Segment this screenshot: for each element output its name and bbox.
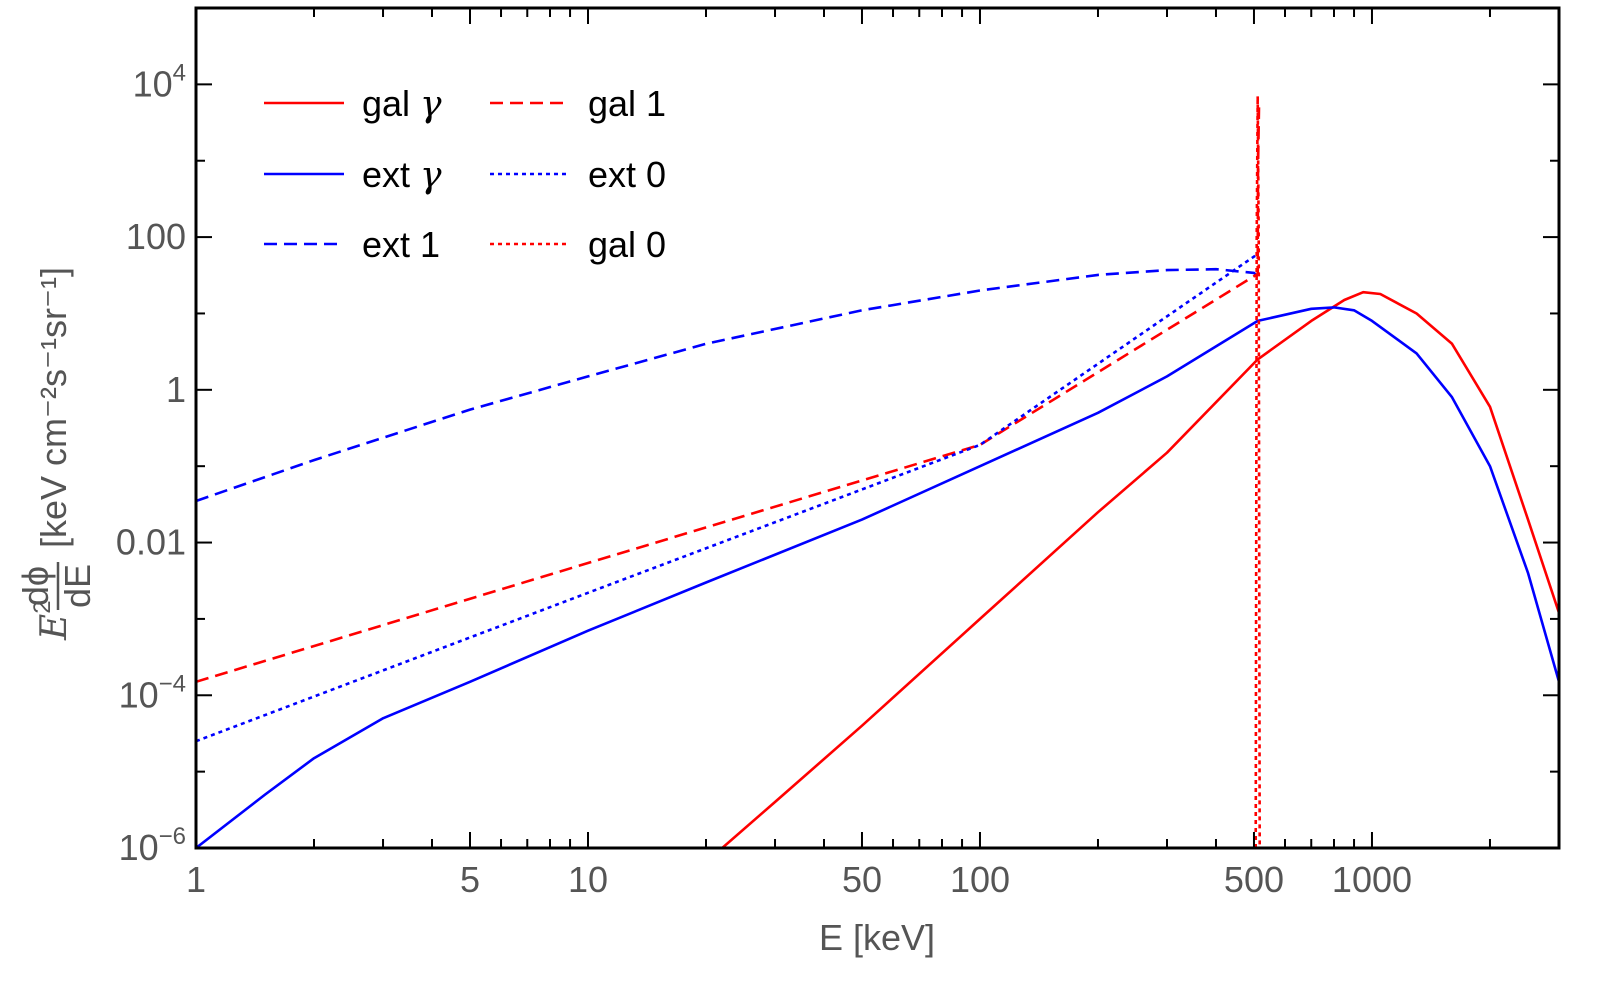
legend-label: gal 0 xyxy=(588,224,666,265)
x-tick-label: 10 xyxy=(568,859,608,900)
legend-label: gal 1 xyxy=(588,83,666,124)
legend-label: ext 0 xyxy=(588,154,666,195)
legend-entry-ext-gamma: ext γ xyxy=(264,154,442,196)
series-line-gal-gamma xyxy=(721,290,1559,848)
y-tick-labels: 10−6 10−4 0.01 1 100 104 xyxy=(116,59,186,868)
y-axis-title-prefix: E2 xyxy=(29,600,75,641)
y-axis-title: E2 dϕ dE [keV cm⁻²s⁻¹sr⁻¹] xyxy=(15,267,98,641)
x-tick-label: 1000 xyxy=(1332,859,1412,900)
x-major-ticks xyxy=(195,8,1373,848)
y-major-ticks xyxy=(196,83,1559,849)
x-tick-label: 1 xyxy=(186,859,206,900)
legend: gal γ gal 1 ext γ ext 0 ext 1 gal 0 xyxy=(264,83,666,265)
legend-entry-gal-1: gal 1 xyxy=(490,83,666,124)
y-axis-title-denominator: dE xyxy=(57,564,98,608)
series-line-gal-1 xyxy=(196,107,1261,684)
x-minor-ticks xyxy=(313,8,1560,848)
legend-entry-gal-0: gal 0 xyxy=(490,224,666,265)
x-tick-label: 50 xyxy=(842,859,882,900)
legend-label: ext 1 xyxy=(362,224,440,265)
series-line-ext-gamma xyxy=(196,306,1559,848)
legend-label: ext γ xyxy=(362,154,442,196)
x-tick-labels: 1 5 10 50 100 500 1000 xyxy=(186,859,1412,900)
series-line-gal-0 xyxy=(1254,94,1261,848)
plot-frame xyxy=(194,6,1561,850)
series-line-ext-1 xyxy=(196,267,1259,503)
legend-entry-ext-0: ext 0 xyxy=(490,154,666,195)
x-tick-label: 100 xyxy=(950,859,1010,900)
legend-label: gal γ xyxy=(362,83,442,125)
y-axis-title-numerator: dϕ xyxy=(15,566,56,606)
y-tick-label: 1 xyxy=(166,369,186,410)
data-curves xyxy=(196,94,1559,848)
legend-entry-ext-1: ext 1 xyxy=(264,224,440,265)
x-axis-title: E [keV] xyxy=(819,917,935,958)
y-tick-label: 10−4 xyxy=(119,670,186,715)
y-tick-label: 104 xyxy=(133,59,186,104)
y-tick-label: 0.01 xyxy=(116,522,186,563)
x-tick-label: 500 xyxy=(1224,859,1284,900)
y-minor-ticks xyxy=(196,159,1559,773)
x-tick-label: 5 xyxy=(460,859,480,900)
legend-entry-gal-gamma: gal γ xyxy=(264,83,442,125)
y-axis-title-E: E xyxy=(34,614,75,641)
y-axis-title-sup: 2 xyxy=(29,600,56,613)
series-line-ext-0 xyxy=(196,252,1259,743)
y-axis-title-units: [keV cm⁻²s⁻¹sr⁻¹] xyxy=(33,267,74,548)
y-tick-label: 10−6 xyxy=(119,823,186,868)
y-tick-label: 100 xyxy=(126,216,186,257)
